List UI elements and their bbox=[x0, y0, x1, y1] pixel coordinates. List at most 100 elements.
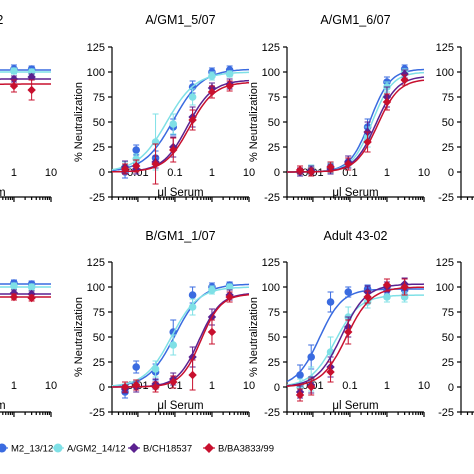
y-tick-label: 25 bbox=[268, 357, 280, 369]
data-point-diamond bbox=[295, 390, 305, 400]
series-a-gm2-14-12 bbox=[0, 67, 51, 76]
chart-panel-4: -25 0 25 50 75 100 125 bbox=[436, 42, 474, 204]
data-point-diamond bbox=[225, 292, 234, 302]
series-b-ba3833-99 bbox=[112, 291, 250, 393]
y-tick-label: -25 bbox=[438, 407, 454, 419]
fit-curve bbox=[0, 78, 51, 80]
x-tick-label: 10 bbox=[243, 380, 255, 392]
y-tick-label: 0 bbox=[274, 382, 280, 394]
panel-title: Adult 43-02 bbox=[324, 229, 388, 243]
data-point-circle bbox=[188, 303, 197, 311]
y-tick-label: 125 bbox=[262, 42, 280, 54]
legend: M2_13/12 A/GM2_14/12 B/CH18537 B/BA3833/99 bbox=[0, 443, 274, 455]
x-tick-label: 1 bbox=[209, 380, 215, 392]
x-axis-label-text: l Serum bbox=[0, 187, 6, 199]
data-point-diamond bbox=[400, 282, 409, 292]
x-axis-label: μl Serum bbox=[157, 187, 203, 199]
x-axis-label: μl Serum bbox=[332, 400, 378, 412]
y-tick-label: 50 bbox=[442, 117, 454, 129]
x-tick-label: 1 bbox=[209, 167, 215, 179]
series-a-gm2-13-12 bbox=[0, 64, 51, 74]
x-axis-label-text: l Serum bbox=[339, 400, 379, 412]
y-tick-label: 75 bbox=[93, 92, 105, 104]
data-point-diamond bbox=[382, 97, 392, 107]
x-axis-label-text: l Serum bbox=[0, 400, 6, 412]
x-tick-label: 10 bbox=[418, 380, 430, 392]
y-tick-label: -25 bbox=[438, 192, 454, 204]
series-b-ba3833-99 bbox=[0, 79, 51, 101]
x-tick-label: 1 bbox=[11, 380, 17, 392]
y-axis-label: % Neutralization bbox=[73, 82, 85, 162]
data-point-diamond bbox=[306, 167, 316, 177]
data-point-circle bbox=[169, 120, 178, 128]
x-tick-label: 0.1 bbox=[342, 167, 357, 179]
data-point-circle bbox=[10, 282, 18, 290]
x-axis-label: μl Serum bbox=[0, 400, 6, 412]
x-tick-label: 10 bbox=[45, 380, 57, 392]
micro-symbol: μ bbox=[332, 400, 339, 412]
data-point-circle bbox=[169, 341, 178, 349]
y-tick-label: 50 bbox=[268, 332, 280, 344]
y-tick-label: 100 bbox=[436, 67, 454, 79]
panel-title: M1_/12 bbox=[0, 13, 3, 27]
y-tick-label: -25 bbox=[89, 407, 105, 419]
y-tick-label: 50 bbox=[268, 117, 280, 129]
fit-curve bbox=[111, 286, 249, 387]
data-point-diamond bbox=[169, 377, 178, 387]
x-tick-label: 0.1 bbox=[342, 380, 357, 392]
y-tick-label: 0 bbox=[448, 382, 454, 394]
series-b-ba3833-99 bbox=[112, 80, 250, 185]
data-point-diamond bbox=[27, 293, 36, 303]
data-point-circle bbox=[383, 293, 391, 301]
data-point-circle bbox=[208, 72, 216, 80]
x-axis-label: μl Serum bbox=[157, 400, 203, 412]
data-point-diamond bbox=[225, 81, 234, 91]
fit-curve bbox=[286, 288, 424, 383]
data-point-diamond bbox=[363, 292, 372, 302]
fit-curve bbox=[286, 283, 425, 387]
series-b-ba3833-99 bbox=[287, 74, 425, 177]
y-tick-label: 100 bbox=[87, 282, 105, 294]
chart-panel-1: 1 10 μl Serum M1_/12 bbox=[0, 13, 57, 202]
y-tick-label: 50 bbox=[442, 332, 454, 344]
data-point-diamond bbox=[27, 72, 36, 82]
y-axis-label: % Neutralization bbox=[248, 82, 260, 162]
fit-curve bbox=[0, 83, 51, 85]
y-tick-label: 0 bbox=[99, 382, 105, 394]
micro-symbol: μ bbox=[332, 187, 339, 199]
x-tick-label: 1 bbox=[384, 167, 390, 179]
x-tick-label: 10 bbox=[45, 167, 57, 179]
data-point-diamond bbox=[382, 280, 392, 290]
fit-curve bbox=[112, 293, 250, 388]
data-point-diamond bbox=[131, 380, 141, 390]
y-axis-label: % Neutralization bbox=[73, 297, 85, 377]
series-b-ch18537 bbox=[0, 288, 51, 299]
series-a-gm2-14-12 bbox=[0, 282, 51, 291]
y-tick-label: 25 bbox=[442, 357, 454, 369]
x-tick-label: 1 bbox=[11, 167, 17, 179]
legend-label: B/CH18537 bbox=[143, 444, 192, 455]
fit-curve bbox=[287, 79, 425, 173]
data-point-circle bbox=[296, 371, 304, 379]
data-point-diamond bbox=[207, 327, 217, 337]
data-point-diamond bbox=[344, 159, 353, 169]
chart-panel-8: -25 0 25 50 75 100 125 bbox=[436, 257, 474, 419]
panel-title: B/GM1_1/07 bbox=[145, 229, 215, 243]
data-point-diamond bbox=[120, 164, 130, 174]
data-point-circle bbox=[10, 67, 18, 75]
y-tick-label: -25 bbox=[89, 192, 105, 204]
y-tick-label: 125 bbox=[262, 257, 280, 269]
x-axis-label: μl Serum bbox=[332, 187, 378, 199]
y-tick-label: 75 bbox=[93, 307, 105, 319]
series-b-ba3833-99 bbox=[286, 278, 424, 402]
data-point-circle bbox=[132, 155, 140, 163]
data-point-diamond bbox=[120, 382, 130, 392]
y-tick-label: 0 bbox=[274, 167, 280, 179]
y-tick-label: 25 bbox=[93, 357, 105, 369]
y-tick-label: 125 bbox=[87, 257, 105, 269]
data-point-diamond bbox=[400, 69, 409, 79]
y-tick-label: -25 bbox=[264, 407, 280, 419]
x-axis-label: μl Serum bbox=[0, 187, 6, 199]
